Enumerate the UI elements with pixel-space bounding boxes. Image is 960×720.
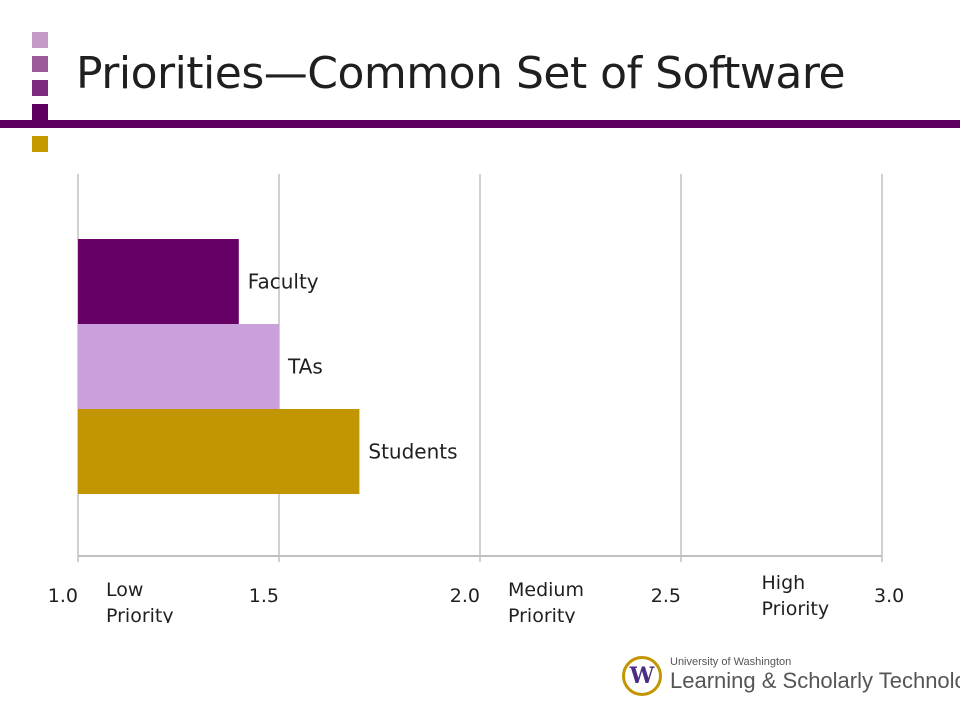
priority-annotation: High Priority	[762, 572, 830, 620]
accent-square	[32, 32, 48, 48]
x-tick-label: 2.0	[450, 585, 480, 607]
x-tick-label: 1.0	[48, 585, 78, 607]
annotation-line: Medium	[508, 579, 584, 601]
x-tick-label: 1.5	[249, 585, 279, 607]
title-rule	[0, 120, 960, 128]
logo-university: University of Washington	[670, 656, 792, 668]
annotation-line: Priority	[106, 605, 174, 627]
logo-department: Learning & Scholarly Technologies	[670, 668, 960, 693]
bar-labels: Faculty TAs Students	[248, 270, 458, 464]
accent-square	[32, 104, 48, 120]
x-tick-label: 2.5	[651, 585, 681, 607]
bar-students	[78, 409, 360, 494]
slide-title: Priorities—Common Set of Software	[76, 48, 846, 99]
accent-square	[32, 80, 48, 96]
annotation-line: Low	[106, 579, 143, 601]
bar-label: TAs	[287, 355, 323, 379]
x-axis	[77, 555, 883, 562]
x-tick-labels: 1.0 1.5 2.0 2.5 3.0	[48, 585, 904, 607]
uw-seal-icon: W	[622, 656, 662, 696]
accent-square	[32, 56, 48, 72]
priority-annotation: Medium Priority	[508, 579, 584, 627]
bar-label: Faculty	[248, 270, 319, 294]
bar-faculty	[78, 239, 239, 324]
annotation-line: Priority	[762, 598, 830, 620]
priority-annotations: Low Priority Medium Priority High Priority	[106, 572, 829, 627]
bar-label: Students	[368, 440, 457, 464]
priority-bar-chart: Faculty TAs Students 1.0 1.5 2.0 2.5 3.0 Low Pr…	[47, 174, 920, 640]
accent-square	[32, 136, 48, 152]
annotation-clip-band	[60, 623, 920, 640]
uw-seal-mark: W	[629, 663, 655, 689]
bar-tas	[78, 324, 279, 409]
priority-annotation: Low Priority	[106, 579, 174, 627]
annotation-line: High	[762, 572, 806, 594]
x-tick-label: 3.0	[874, 585, 904, 607]
annotation-line: Priority	[508, 605, 576, 627]
uw-logo: W University of Washington Learning & Sc…	[620, 654, 960, 704]
bars	[78, 239, 360, 494]
